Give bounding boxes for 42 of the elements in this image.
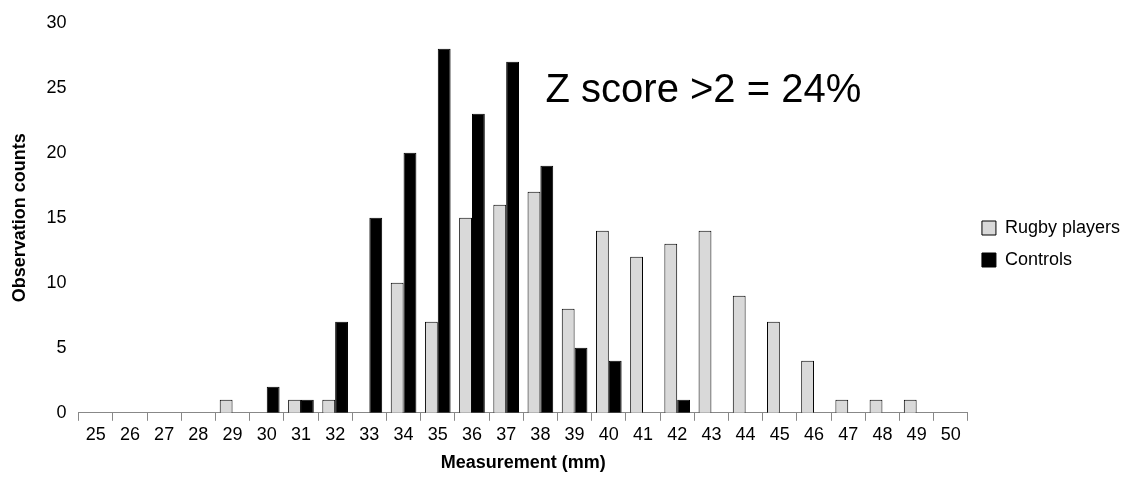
x-tick-label: 43: [701, 423, 722, 444]
bar: [608, 360, 622, 413]
x-tick-label: 40: [598, 423, 619, 444]
x-tick-label: 38: [530, 423, 551, 444]
y-tick-label: 30: [46, 11, 67, 32]
x-tick-label: 46: [804, 423, 825, 444]
x-tick-label: 45: [769, 423, 790, 444]
x-tick-label: 34: [393, 423, 414, 444]
x-tick-label: 36: [461, 423, 482, 444]
y-tick-label: 5: [56, 336, 67, 357]
x-tick-label: 29: [222, 423, 243, 444]
x-tick-label: 41: [632, 423, 654, 444]
y-tick-label: 20: [46, 141, 67, 162]
y-tick-label: 0: [56, 401, 67, 422]
x-tick-label: 28: [188, 423, 209, 444]
x-tick-label: 30: [256, 423, 277, 444]
y-tick-label: 10: [46, 271, 67, 292]
legend-label: Controls: [1004, 248, 1072, 269]
legend-label: Rugby players: [1004, 216, 1120, 237]
x-tick-label: 27: [154, 423, 175, 444]
x-tick-label: 47: [838, 423, 859, 444]
x-tick-label: 49: [906, 423, 927, 444]
y-tick-label: 15: [46, 206, 67, 227]
x-axis-title: Measurement (mm): [440, 452, 606, 473]
x-tick-label: 50: [940, 423, 961, 444]
x-tick-label: 42: [667, 423, 688, 444]
x-tick-label: 31: [290, 423, 311, 444]
bar: [574, 347, 588, 413]
x-tick-label: 33: [359, 423, 380, 444]
bar: [369, 217, 383, 413]
y-tick-label: 25: [46, 76, 67, 97]
x-tick-label: 37: [496, 423, 517, 444]
x-tick-label: 48: [872, 423, 893, 444]
annotation: Z score >2 = 24%: [545, 65, 862, 110]
bar: [266, 386, 280, 413]
x-tick-label: 32: [325, 423, 346, 444]
x-tick-label: 26: [119, 423, 140, 444]
x-tick-label: 44: [735, 423, 756, 444]
y-axis-title: Observation counts: [8, 133, 29, 303]
x-tick-label: 25: [85, 423, 106, 444]
x-tick-label: 35: [427, 423, 448, 444]
x-tick-label: 39: [564, 423, 585, 444]
